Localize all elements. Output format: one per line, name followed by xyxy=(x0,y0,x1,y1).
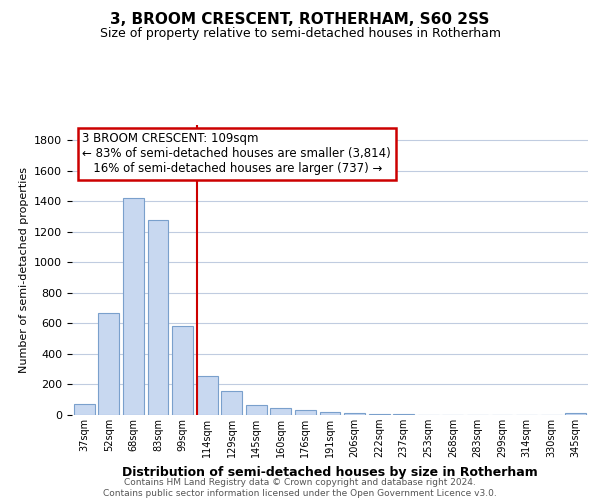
Text: 3, BROOM CRESCENT, ROTHERHAM, S60 2SS: 3, BROOM CRESCENT, ROTHERHAM, S60 2SS xyxy=(110,12,490,28)
Bar xyxy=(393,414,414,415)
Bar xyxy=(197,376,218,415)
Bar xyxy=(172,326,193,415)
X-axis label: Distribution of semi-detached houses by size in Rotherham: Distribution of semi-detached houses by … xyxy=(122,466,538,478)
Bar xyxy=(74,404,95,415)
Bar xyxy=(368,414,389,415)
Text: 3 BROOM CRESCENT: 109sqm
← 83% of semi-detached houses are smaller (3,814)
   16: 3 BROOM CRESCENT: 109sqm ← 83% of semi-d… xyxy=(82,132,391,176)
Bar xyxy=(295,410,316,415)
Bar xyxy=(221,392,242,415)
Bar xyxy=(123,198,144,415)
Bar xyxy=(320,412,340,415)
Bar xyxy=(246,405,267,415)
Text: Size of property relative to semi-detached houses in Rotherham: Size of property relative to semi-detach… xyxy=(100,28,500,40)
Bar xyxy=(344,412,365,415)
Y-axis label: Number of semi-detached properties: Number of semi-detached properties xyxy=(19,167,29,373)
Bar xyxy=(271,408,292,415)
Text: Contains HM Land Registry data © Crown copyright and database right 2024.
Contai: Contains HM Land Registry data © Crown c… xyxy=(103,478,497,498)
Bar xyxy=(98,312,119,415)
Bar xyxy=(148,220,169,415)
Bar xyxy=(565,414,586,415)
